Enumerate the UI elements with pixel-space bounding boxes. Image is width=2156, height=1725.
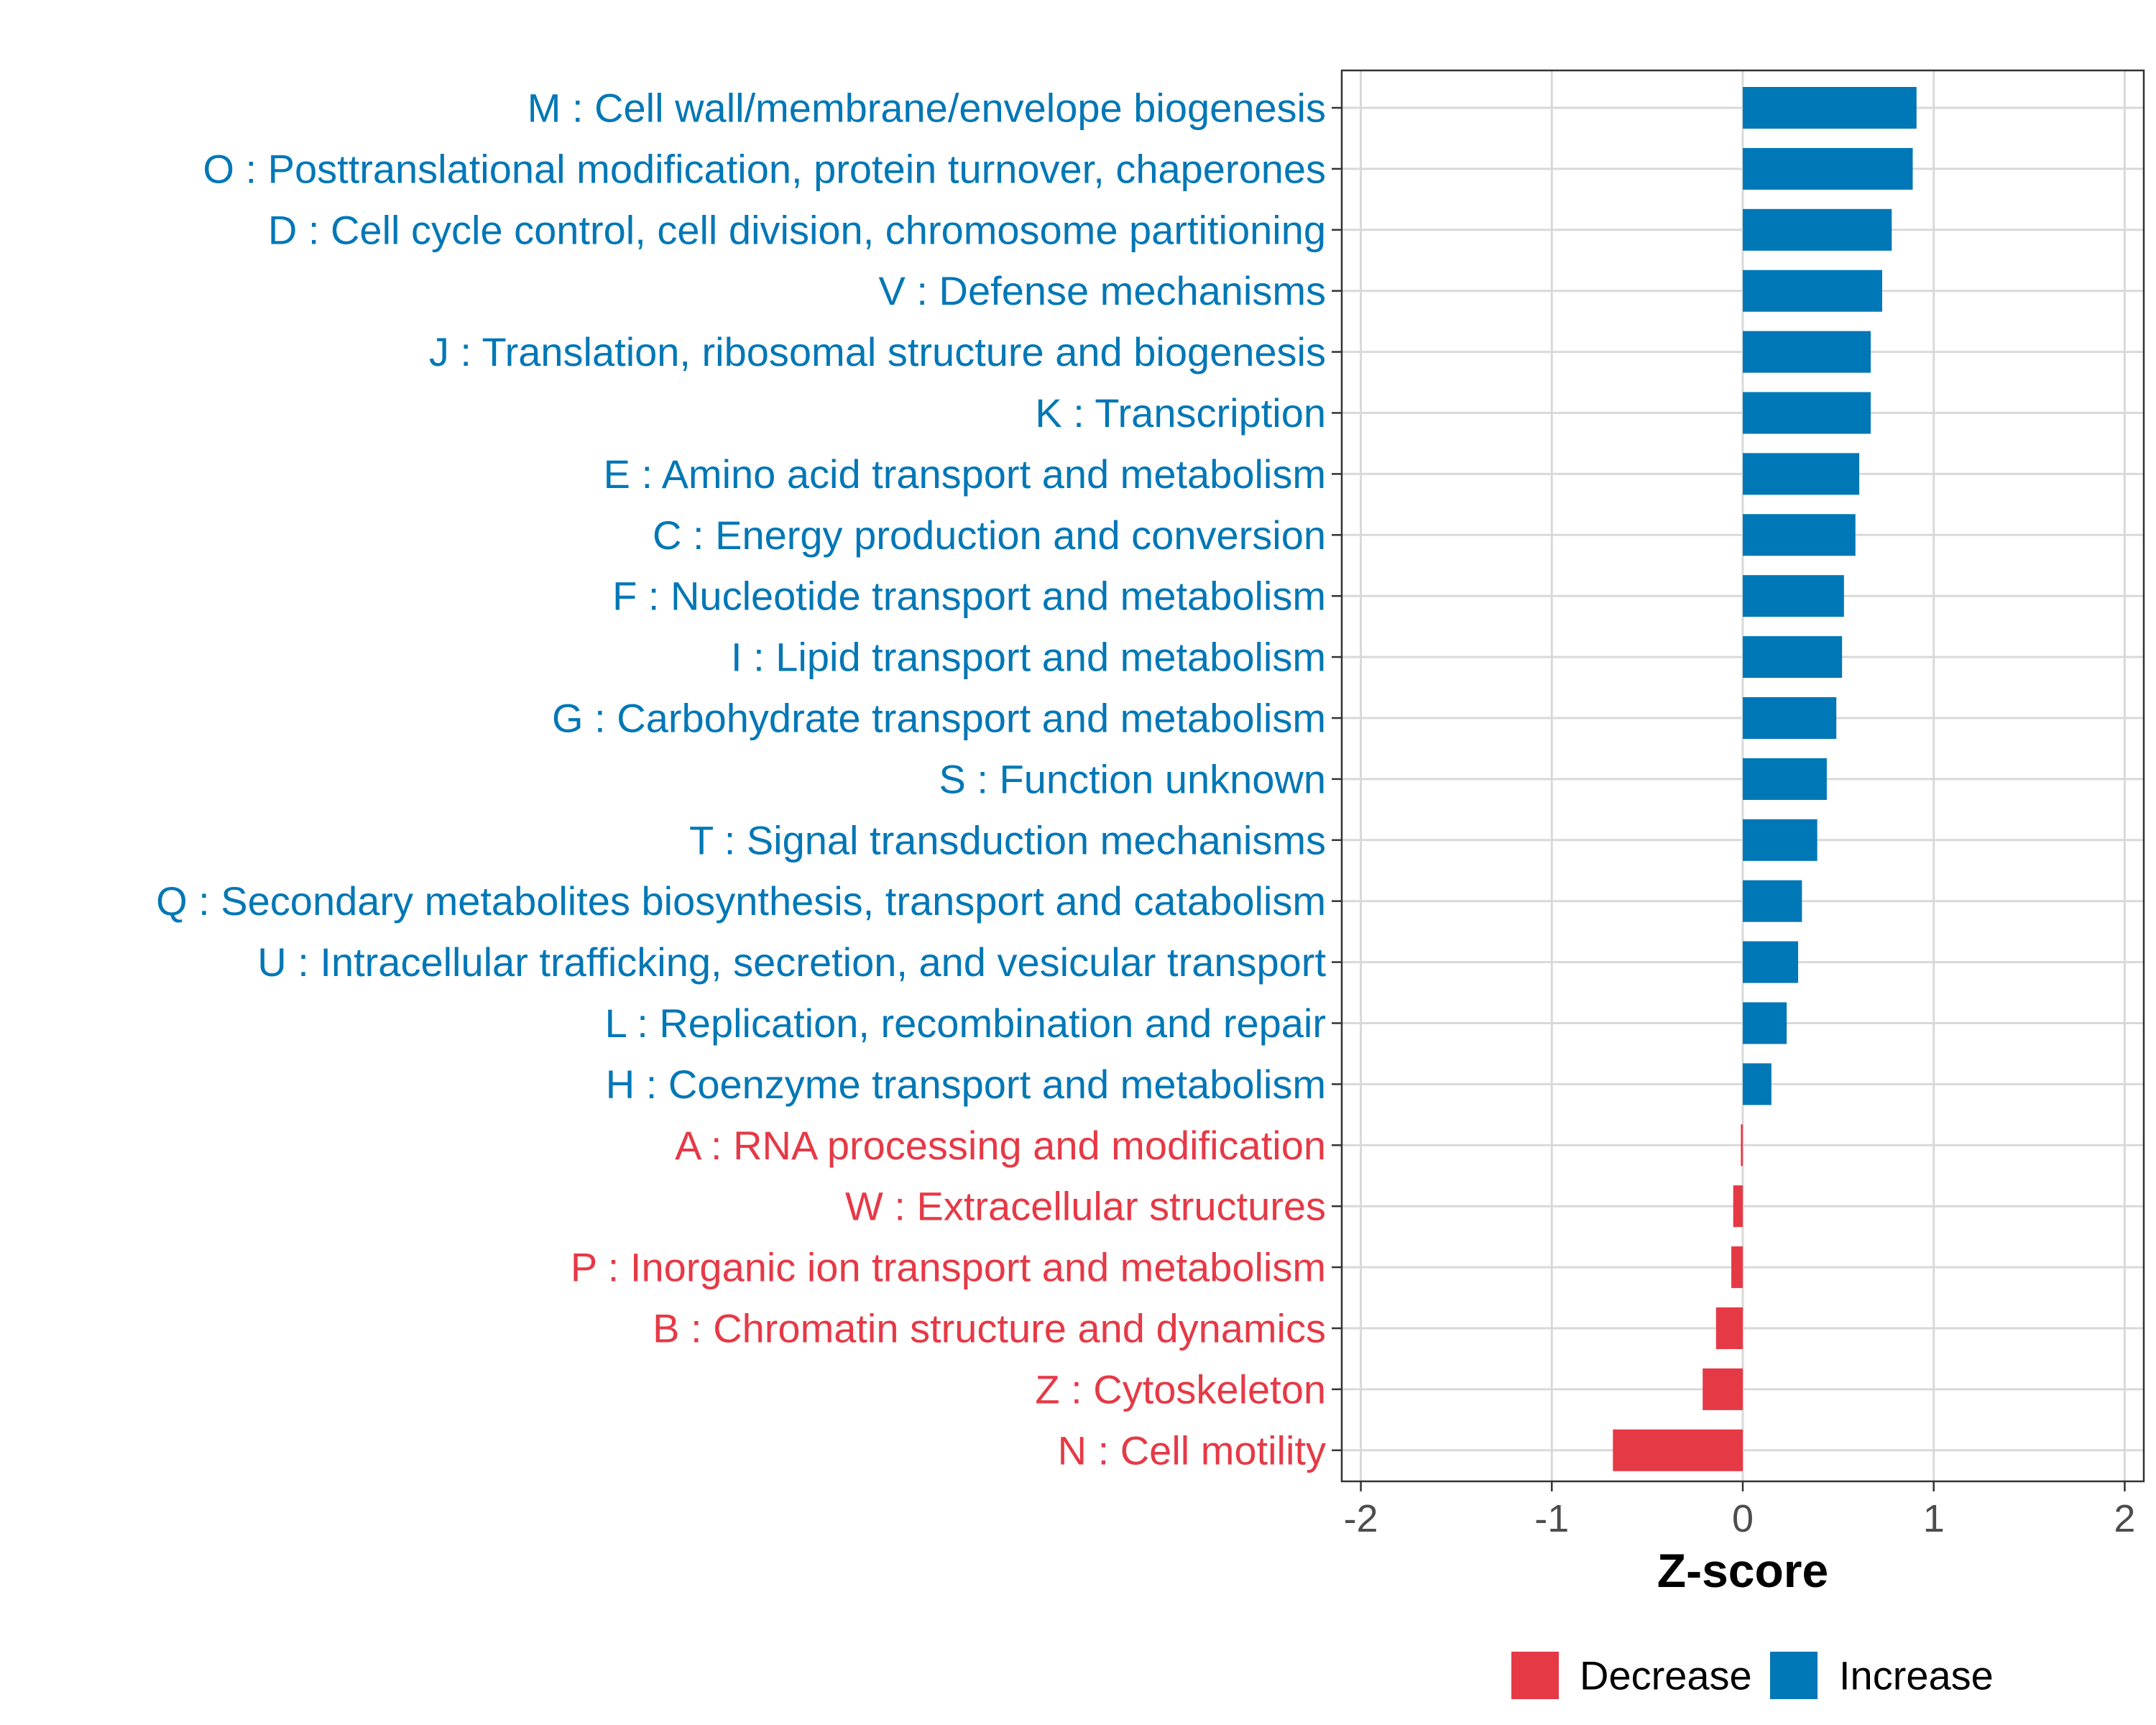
bar-m bbox=[1743, 87, 1917, 129]
category-label: W : Extracellular structures bbox=[845, 1184, 1326, 1229]
bar-a bbox=[1741, 1124, 1743, 1167]
bar-f bbox=[1743, 575, 1844, 617]
category-label: J : Translation, ribosomal structure and… bbox=[429, 329, 1326, 374]
x-axis-ticks: -2 -1 0 1 2 bbox=[1344, 1481, 2135, 1540]
category-label: U : Intracellular trafficking, secretion… bbox=[257, 939, 1326, 985]
x-axis-title: Z-score bbox=[1657, 1544, 1828, 1597]
bar-v bbox=[1743, 270, 1882, 312]
legend-swatch-decrease bbox=[1511, 1652, 1559, 1699]
category-label: H : Coenzyme transport and metabolism bbox=[606, 1062, 1326, 1107]
category-label: M : Cell wall/membrane/envelope biogenes… bbox=[528, 86, 1326, 131]
category-label: T : Signal transduction mechanisms bbox=[689, 817, 1326, 862]
category-label: E : Amino acid transport and metabolism bbox=[604, 451, 1326, 497]
bar-h bbox=[1743, 1063, 1772, 1105]
y-axis-labels: M : Cell wall/membrane/envelope biogenes… bbox=[156, 86, 1326, 1473]
bar-g bbox=[1743, 697, 1837, 739]
bar-q bbox=[1743, 880, 1802, 922]
bar-e bbox=[1743, 453, 1860, 495]
x-tick-label: 1 bbox=[1923, 1497, 1945, 1540]
bar-s bbox=[1743, 758, 1827, 800]
bar-t bbox=[1743, 819, 1818, 861]
category-label: Q : Secondary metabolites biosynthesis, … bbox=[156, 878, 1326, 924]
category-label: A : RNA processing and modification bbox=[675, 1123, 1326, 1168]
legend-label-increase: Increase bbox=[1839, 1653, 1994, 1698]
category-label: N : Cell motility bbox=[1058, 1427, 1326, 1473]
bar-p bbox=[1731, 1246, 1743, 1289]
bar-l bbox=[1743, 1002, 1787, 1044]
legend-swatch-increase bbox=[1770, 1652, 1818, 1699]
bar-j bbox=[1743, 331, 1871, 373]
category-label: L : Replication, recombination and repai… bbox=[605, 1000, 1326, 1046]
bar-k bbox=[1743, 392, 1871, 434]
bar-i bbox=[1743, 636, 1843, 678]
category-label: D : Cell cycle control, cell division, c… bbox=[268, 207, 1326, 252]
category-label: O : Posttranslational modification, prot… bbox=[203, 146, 1326, 191]
y-axis-ticks bbox=[1332, 106, 1342, 1452]
x-tick-label: 2 bbox=[2114, 1497, 2135, 1540]
category-label: Z : Cytoskeleton bbox=[1035, 1366, 1326, 1412]
category-label: B : Chromatin structure and dynamics bbox=[653, 1306, 1326, 1351]
category-label: C : Energy production and conversion bbox=[653, 512, 1326, 558]
bar-d bbox=[1743, 208, 1892, 251]
x-tick-label: -1 bbox=[1534, 1497, 1569, 1540]
category-label: K : Transcription bbox=[1035, 390, 1326, 436]
category-label: V : Defense mechanisms bbox=[879, 268, 1326, 313]
category-label: F : Nucleotide transport and metabolism bbox=[612, 574, 1326, 619]
category-label: S : Function unknown bbox=[939, 756, 1326, 801]
category-label: G : Carbohydrate transport and metabolis… bbox=[552, 696, 1326, 741]
bar-n bbox=[1613, 1429, 1743, 1471]
bar-z bbox=[1703, 1368, 1743, 1410]
bar-layer bbox=[1613, 87, 1917, 1471]
legend-label-decrease: Decrease bbox=[1580, 1653, 1752, 1698]
category-label: I : Lipid transport and metabolism bbox=[731, 635, 1326, 680]
bar-b bbox=[1715, 1307, 1743, 1349]
bar-u bbox=[1743, 941, 1799, 983]
bar-w bbox=[1733, 1185, 1743, 1228]
legend: Decrease Increase bbox=[1511, 1652, 1994, 1699]
x-tick-label: -2 bbox=[1344, 1497, 1378, 1540]
bar-c bbox=[1743, 514, 1856, 556]
bar-o bbox=[1743, 147, 1913, 190]
category-label: P : Inorganic ion transport and metaboli… bbox=[571, 1245, 1326, 1290]
x-tick-label: 0 bbox=[1732, 1497, 1754, 1540]
